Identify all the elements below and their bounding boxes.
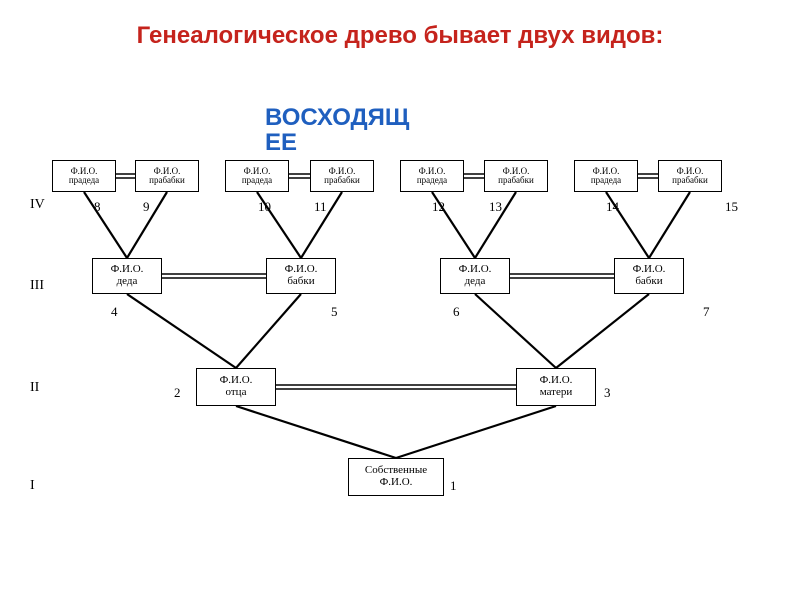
generation-label-II: II	[30, 380, 39, 396]
node-number-2: 2	[174, 385, 181, 401]
node-number-10: 10	[258, 199, 271, 215]
node-number-13: 13	[489, 199, 502, 215]
node-number-5: 5	[331, 304, 338, 320]
node-number-14: 14	[606, 199, 619, 215]
node-number-3: 3	[604, 385, 611, 401]
tree-node-n15: Ф.И.О. прабабки	[658, 160, 722, 192]
tree-node-n1: Собственные Ф.И.О.	[348, 458, 444, 496]
tree-node-n10: Ф.И.О. прадеда	[225, 160, 289, 192]
generation-label-IV: IV	[30, 197, 45, 213]
tree-node-n2: Ф.И.О. отца	[196, 368, 276, 406]
node-number-12: 12	[432, 199, 445, 215]
node-number-9: 9	[143, 199, 150, 215]
tree-node-n5: Ф.И.О. бабки	[266, 258, 336, 294]
generation-label-I: I	[30, 478, 35, 494]
tree-node-n7: Ф.И.О. бабки	[614, 258, 684, 294]
connector-layer	[0, 0, 800, 600]
tree-node-n12: Ф.И.О. прадеда	[400, 160, 464, 192]
tree-node-n14: Ф.И.О. прадеда	[574, 160, 638, 192]
tree-node-n8: Ф.И.О. прадеда	[52, 160, 116, 192]
node-number-15: 15	[725, 199, 738, 215]
node-number-6: 6	[453, 304, 460, 320]
generation-label-III: III	[30, 278, 44, 294]
tree-node-n3: Ф.И.О. матери	[516, 368, 596, 406]
tree-node-n13: Ф.И.О. прабабки	[484, 160, 548, 192]
node-number-8: 8	[94, 199, 101, 215]
tree-node-n4: Ф.И.О. деда	[92, 258, 162, 294]
node-number-7: 7	[703, 304, 710, 320]
tree-node-n9: Ф.И.О. прабабки	[135, 160, 199, 192]
node-number-11: 11	[314, 199, 327, 215]
tree-node-n6: Ф.И.О. деда	[440, 258, 510, 294]
tree-node-n11: Ф.И.О. прабабки	[310, 160, 374, 192]
node-number-4: 4	[111, 304, 118, 320]
node-number-1: 1	[450, 478, 457, 494]
